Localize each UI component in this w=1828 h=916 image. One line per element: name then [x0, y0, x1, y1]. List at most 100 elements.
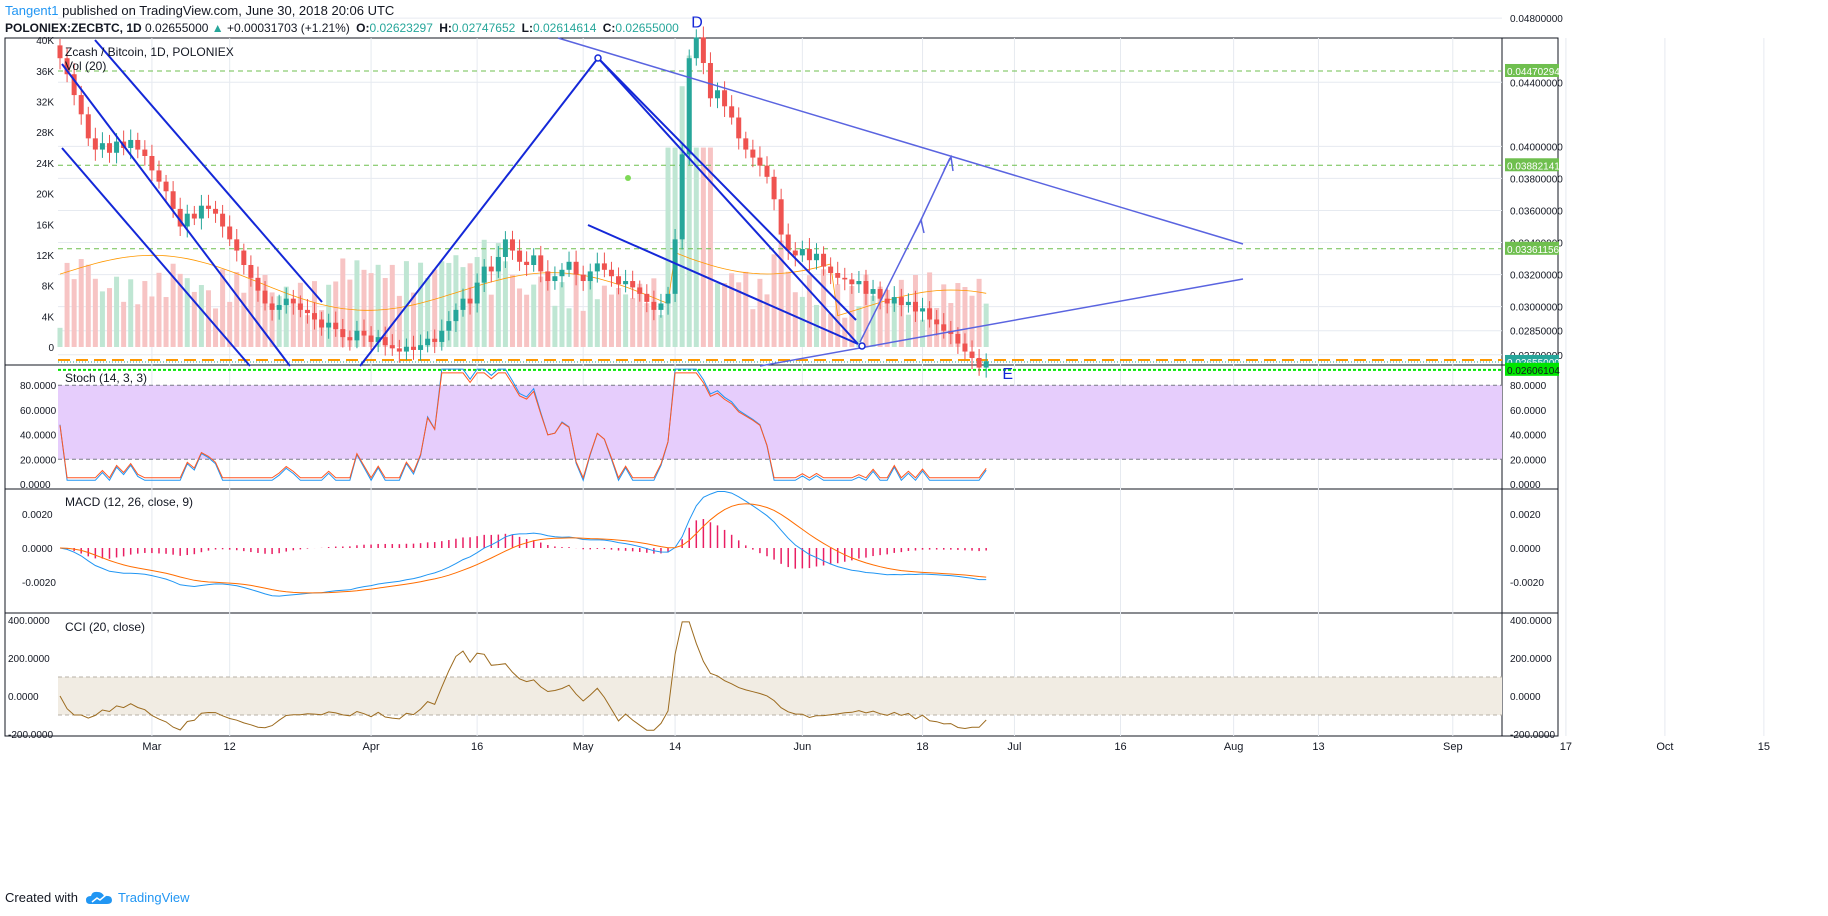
- candle-body: [227, 226, 233, 240]
- candle-body: [693, 37, 699, 59]
- candle-body: [368, 335, 374, 342]
- candle-body: [608, 269, 614, 277]
- candle-body: [835, 273, 841, 278]
- ohlc-header: POLONIEX:ZECBTC, 1D 0.02655000 ▲ +0.0003…: [5, 21, 679, 35]
- candle-body: [594, 263, 600, 272]
- candle-body: [163, 181, 169, 192]
- candle-body: [495, 256, 501, 272]
- cci-axis-label: 0.0000: [1510, 692, 1541, 703]
- candle-body: [446, 321, 452, 331]
- volume-bar: [340, 258, 346, 347]
- candle-body: [191, 213, 197, 219]
- volume-bar: [502, 261, 508, 347]
- trendline: [94, 39, 323, 303]
- author-link[interactable]: Tangent1: [5, 3, 59, 18]
- volume-bar: [283, 286, 289, 347]
- candle-body: [234, 239, 240, 251]
- candle-body: [785, 234, 791, 251]
- volume-bar: [403, 261, 409, 347]
- candle-body: [877, 289, 883, 299]
- volume-bar: [78, 259, 84, 347]
- volume-bar: [608, 294, 614, 347]
- publish-header: Tangent1 published on TradingView.com, J…: [5, 3, 394, 18]
- volume-bar: [531, 284, 537, 347]
- volume-bar: [700, 147, 706, 347]
- volume-bar: [566, 308, 572, 347]
- candle-body: [792, 250, 798, 256]
- tradingview-link[interactable]: TradingView: [117, 890, 190, 905]
- candle-body: [375, 337, 381, 342]
- candle-body: [623, 281, 629, 285]
- macd-signal-line: [59, 503, 987, 594]
- candle-body: [290, 298, 296, 304]
- volume-bar: [99, 291, 105, 347]
- close-label: C:: [602, 21, 616, 35]
- volume-bar: [722, 283, 728, 347]
- volume-bar: [453, 255, 459, 347]
- candle-body: [319, 319, 325, 328]
- volume-axis-label: 8K: [42, 282, 55, 293]
- candle-body: [722, 90, 728, 107]
- candle-body: [220, 213, 226, 227]
- candle-body: [799, 248, 805, 256]
- price-axis-label: 0.04800000: [1510, 14, 1563, 25]
- candle-body: [927, 308, 933, 320]
- volume-bar: [170, 263, 176, 347]
- price-axis-label: 0.04400000: [1510, 78, 1563, 89]
- volume-bar: [828, 313, 834, 347]
- tradingview-cloud-icon: [85, 891, 112, 904]
- candle-body: [262, 290, 268, 304]
- candle-body: [729, 106, 735, 118]
- candle-body: [453, 309, 459, 322]
- price-axis-label: 0.03600000: [1510, 206, 1563, 217]
- volume-bar: [707, 147, 713, 347]
- footer: Created with TradingView: [5, 890, 190, 905]
- x-tick-label: Oct: [1656, 741, 1673, 753]
- volume-bar: [821, 269, 827, 347]
- high-label: H:: [439, 21, 452, 35]
- candle-body: [707, 63, 713, 99]
- volume-axis-label: 28K: [36, 128, 54, 139]
- volume-bar: [524, 294, 530, 347]
- candle-body: [644, 293, 650, 302]
- candle-body: [276, 305, 282, 310]
- volume-bar: [771, 254, 777, 347]
- candle-body: [616, 276, 622, 285]
- volume-bar: [262, 274, 268, 347]
- candle-body: [85, 114, 91, 139]
- stoch-k-line: [59, 368, 987, 482]
- cci-pane-title: CCI (20, close): [65, 620, 145, 634]
- candle-body: [411, 346, 416, 350]
- candle-body: [184, 213, 190, 227]
- volume-axis-label: 36K: [36, 67, 54, 78]
- macd-left-label: -0.0020: [22, 578, 56, 589]
- volume-bar: [149, 296, 155, 347]
- volume-bar: [538, 276, 544, 347]
- candle-body: [955, 333, 961, 344]
- candle-body: [64, 58, 70, 75]
- candle-body: [149, 155, 155, 171]
- volume-bar: [71, 279, 77, 347]
- volume-bar: [601, 285, 607, 347]
- candle-body: [304, 309, 310, 314]
- trendline: [597, 57, 857, 321]
- cci-line: [59, 621, 987, 731]
- volume-bar: [509, 274, 515, 347]
- candle-body: [99, 143, 105, 150]
- candle-body: [870, 289, 876, 294]
- volume-bar: [693, 147, 699, 347]
- cci-left-label: 400.0000: [8, 616, 50, 627]
- candle-body: [545, 271, 551, 282]
- candle-body: [474, 282, 480, 304]
- volume-bar: [891, 300, 897, 347]
- candle-body: [715, 90, 721, 99]
- stoch-axis-label: 40.0000: [1510, 431, 1547, 442]
- volume-bar: [234, 271, 240, 347]
- volume-bar: [743, 271, 749, 347]
- candle-body: [57, 45, 63, 59]
- price-tag-label: 0.03361156: [1507, 245, 1560, 256]
- volume-bar: [128, 279, 134, 347]
- trendline: [759, 278, 1244, 367]
- arrowhead-icon: [914, 217, 925, 234]
